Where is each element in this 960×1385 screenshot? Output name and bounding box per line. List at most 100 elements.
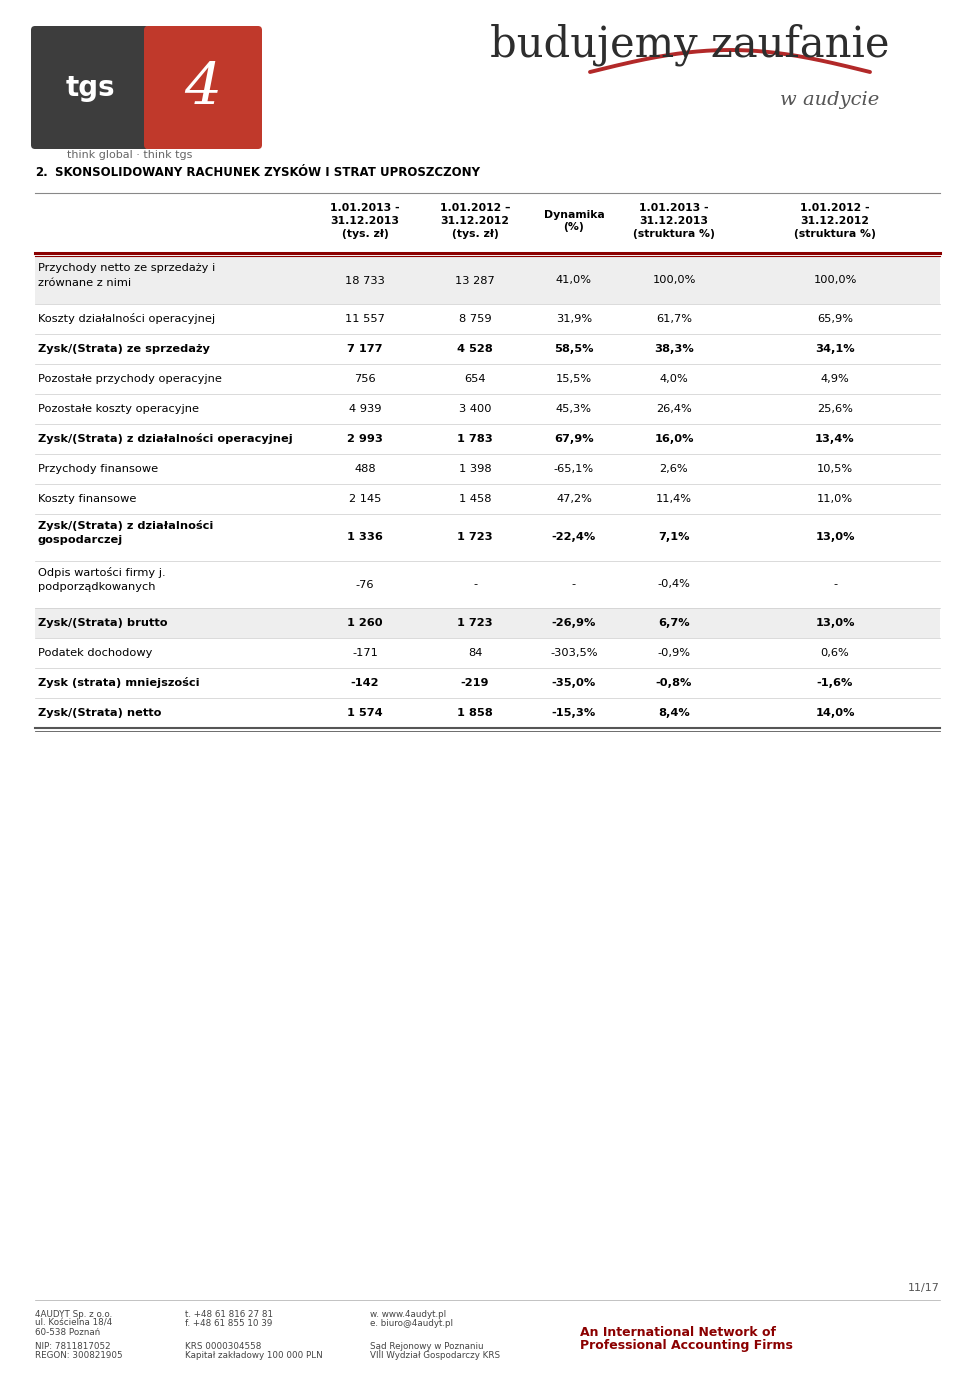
- Text: -26,9%: -26,9%: [552, 618, 596, 627]
- Text: Odpis wartości firmy j.: Odpis wartości firmy j.: [38, 566, 166, 578]
- Text: w audycie: w audycie: [780, 91, 879, 109]
- Text: Koszty działalności operacyjnej: Koszty działalności operacyjnej: [38, 313, 215, 324]
- Text: 10,5%: 10,5%: [817, 464, 853, 474]
- Text: 11 557: 11 557: [345, 314, 385, 324]
- Text: 11,4%: 11,4%: [656, 494, 692, 504]
- Text: 4AUDYT Sp. z o.o.: 4AUDYT Sp. z o.o.: [35, 1310, 112, 1319]
- Text: 4,0%: 4,0%: [660, 374, 688, 384]
- Text: 14,0%: 14,0%: [815, 708, 854, 717]
- Text: Zysk/(Strata) z działalności operacyjnej: Zysk/(Strata) z działalności operacyjnej: [38, 434, 293, 445]
- Text: 58,5%: 58,5%: [554, 343, 593, 355]
- Text: Pozostałe koszty operacyjne: Pozostałe koszty operacyjne: [38, 404, 199, 414]
- Text: 1 336: 1 336: [348, 532, 383, 543]
- Text: -219: -219: [461, 679, 490, 688]
- Text: 1 858: 1 858: [457, 708, 492, 717]
- Text: 41,0%: 41,0%: [556, 276, 592, 285]
- Text: gospodarczej: gospodarczej: [38, 535, 123, 546]
- Text: 13,4%: 13,4%: [815, 434, 854, 445]
- Text: -76: -76: [356, 579, 374, 590]
- Text: 1 783: 1 783: [457, 434, 492, 445]
- Text: 2.: 2.: [35, 166, 48, 180]
- Text: -65,1%: -65,1%: [554, 464, 594, 474]
- Text: 4,9%: 4,9%: [821, 374, 850, 384]
- Text: 15,5%: 15,5%: [556, 374, 592, 384]
- Text: e. biuro@4audyt.pl: e. biuro@4audyt.pl: [370, 1319, 453, 1328]
- Text: 1.01.2012 -
31.12.2012
(struktura %): 1.01.2012 - 31.12.2012 (struktura %): [794, 204, 876, 238]
- Text: -22,4%: -22,4%: [552, 532, 596, 543]
- Text: Pozostałe przychody operacyjne: Pozostałe przychody operacyjne: [38, 374, 222, 384]
- Text: Koszty finansowe: Koszty finansowe: [38, 494, 136, 504]
- Text: KRS 0000304558: KRS 0000304558: [185, 1342, 261, 1350]
- Text: zrównane z nimi: zrównane z nimi: [38, 278, 132, 288]
- Text: 1 260: 1 260: [348, 618, 383, 627]
- Text: -15,3%: -15,3%: [552, 708, 596, 717]
- Text: -35,0%: -35,0%: [552, 679, 596, 688]
- Text: 1.01.2013 -
31.12.2013
(tys. zł): 1.01.2013 - 31.12.2013 (tys. zł): [330, 204, 399, 238]
- Text: -: -: [572, 579, 576, 590]
- Text: Podatek dochodowy: Podatek dochodowy: [38, 648, 153, 658]
- Text: -: -: [833, 579, 837, 590]
- Text: -142: -142: [350, 679, 379, 688]
- Text: 1 723: 1 723: [457, 532, 492, 543]
- Text: 6,7%: 6,7%: [659, 618, 690, 627]
- Text: -: -: [473, 579, 477, 590]
- Text: 4 528: 4 528: [457, 343, 492, 355]
- Text: 654: 654: [465, 374, 486, 384]
- Text: An International Network of: An International Network of: [580, 1325, 776, 1338]
- Text: 45,3%: 45,3%: [556, 404, 592, 414]
- Text: 26,4%: 26,4%: [656, 404, 692, 414]
- Text: 1 458: 1 458: [459, 494, 492, 504]
- Text: Zysk/(Strata) brutto: Zysk/(Strata) brutto: [38, 618, 167, 627]
- Text: -1,6%: -1,6%: [817, 679, 853, 688]
- Text: 4 939: 4 939: [348, 404, 381, 414]
- Text: 11,0%: 11,0%: [817, 494, 853, 504]
- Text: 47,2%: 47,2%: [556, 494, 592, 504]
- Text: -0,8%: -0,8%: [656, 679, 692, 688]
- Text: 2 993: 2 993: [348, 434, 383, 445]
- Bar: [35, 608, 940, 638]
- Text: 84: 84: [468, 648, 482, 658]
- Text: 31,9%: 31,9%: [556, 314, 592, 324]
- Text: NIP: 7811817052: NIP: 7811817052: [35, 1342, 110, 1350]
- Text: 61,7%: 61,7%: [656, 314, 692, 324]
- Text: w. www.4audyt.pl: w. www.4audyt.pl: [370, 1310, 446, 1319]
- Text: tgs: tgs: [65, 73, 115, 102]
- Text: f. +48 61 855 10 39: f. +48 61 855 10 39: [185, 1319, 273, 1328]
- Text: 67,9%: 67,9%: [554, 434, 594, 445]
- Text: -0,9%: -0,9%: [658, 648, 690, 658]
- Bar: [35, 258, 940, 303]
- Text: 34,1%: 34,1%: [815, 343, 854, 355]
- Text: Sąd Rejonowy w Poznaniu: Sąd Rejonowy w Poznaniu: [370, 1342, 484, 1350]
- Text: Zysk (strata) mniejszości: Zysk (strata) mniejszości: [38, 677, 200, 688]
- Text: 60-538 Poznań: 60-538 Poznań: [35, 1328, 100, 1337]
- Text: 488: 488: [354, 464, 375, 474]
- Text: Zysk/(Strata) ze sprzedaży: Zysk/(Strata) ze sprzedaży: [38, 343, 210, 355]
- Text: Przychody finansowe: Przychody finansowe: [38, 464, 158, 474]
- Text: ul. Kościelna 18/4: ul. Kościelna 18/4: [35, 1319, 112, 1328]
- Text: 8 759: 8 759: [459, 314, 492, 324]
- Text: 7,1%: 7,1%: [659, 532, 689, 543]
- Text: 1 574: 1 574: [348, 708, 383, 717]
- Text: 13 287: 13 287: [455, 276, 494, 285]
- Text: REGON: 300821905: REGON: 300821905: [35, 1350, 123, 1360]
- Text: 3 400: 3 400: [459, 404, 492, 414]
- Text: t. +48 61 816 27 81: t. +48 61 816 27 81: [185, 1310, 273, 1319]
- Text: think global · think tgs: think global · think tgs: [67, 150, 193, 161]
- Text: 13,0%: 13,0%: [815, 618, 854, 627]
- Text: -0,4%: -0,4%: [658, 579, 690, 590]
- Text: 65,9%: 65,9%: [817, 314, 853, 324]
- Text: 756: 756: [354, 374, 375, 384]
- Text: 2 145: 2 145: [348, 494, 381, 504]
- Text: 1.01.2012 –
31.12.2012
(tys. zł): 1.01.2012 – 31.12.2012 (tys. zł): [440, 204, 511, 238]
- Text: SKONSOLIDOWANY RACHUNEK ZYSKÓW I STRAT UPROSZCZONY: SKONSOLIDOWANY RACHUNEK ZYSKÓW I STRAT U…: [55, 166, 480, 180]
- Text: Zysk/(Strata) z działalności: Zysk/(Strata) z działalności: [38, 519, 213, 530]
- Text: podporządkowanych: podporządkowanych: [38, 582, 156, 591]
- Text: 38,3%: 38,3%: [654, 343, 694, 355]
- Text: Zysk/(Strata) netto: Zysk/(Strata) netto: [38, 708, 161, 717]
- Text: 7 177: 7 177: [348, 343, 383, 355]
- Text: 1.01.2013 -
31.12.2013
(struktura %): 1.01.2013 - 31.12.2013 (struktura %): [633, 204, 715, 238]
- Text: budujemy zaufanie: budujemy zaufanie: [491, 24, 890, 66]
- Text: 100,0%: 100,0%: [652, 276, 696, 285]
- Text: Professional Accounting Firms: Professional Accounting Firms: [580, 1339, 793, 1353]
- Text: -303,5%: -303,5%: [550, 648, 598, 658]
